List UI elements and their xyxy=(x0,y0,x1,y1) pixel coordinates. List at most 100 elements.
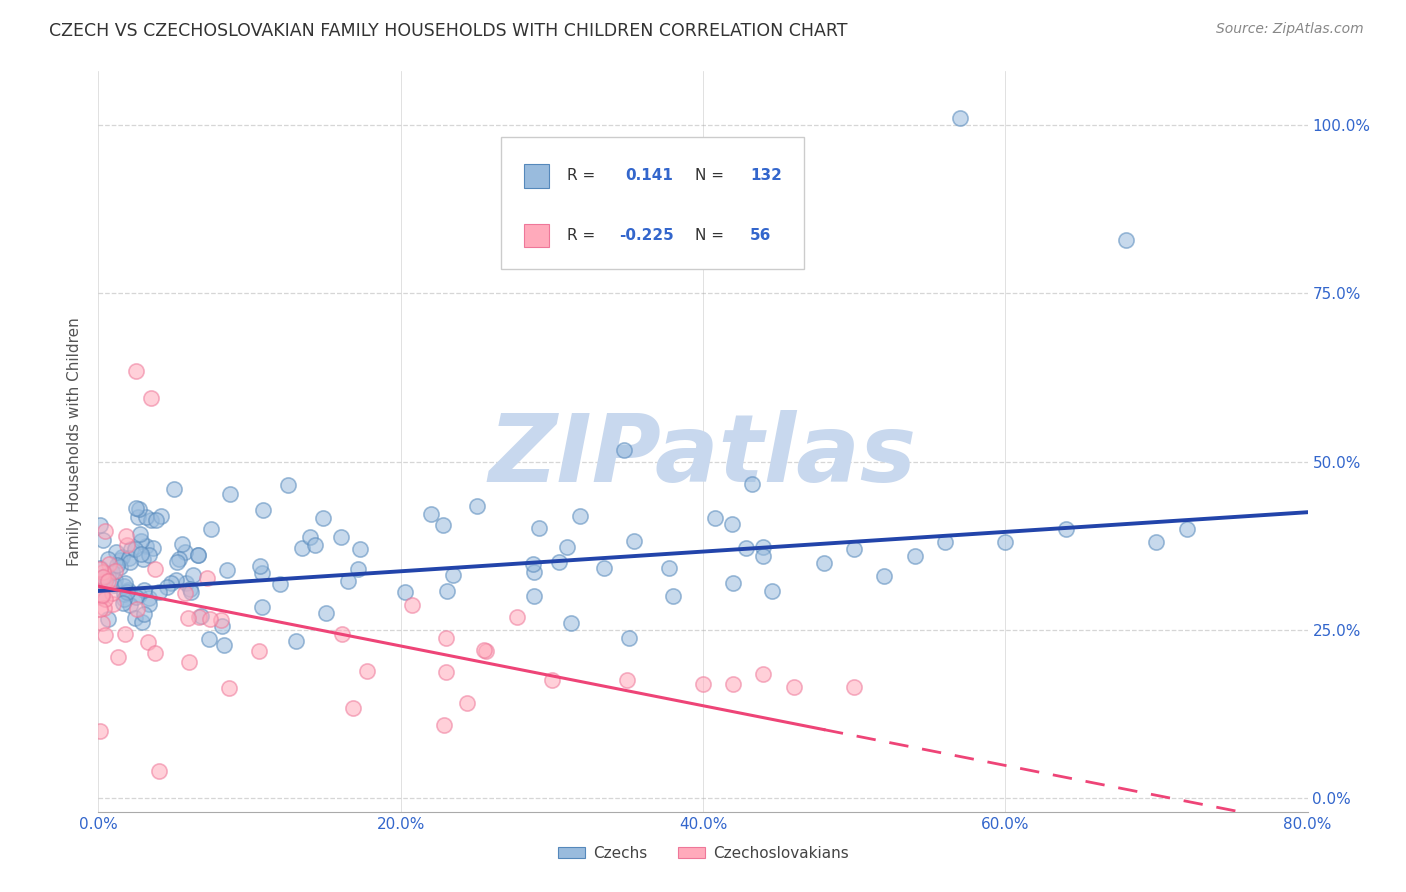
Point xyxy=(91,589,114,603)
Point xyxy=(269,577,291,591)
Point xyxy=(540,673,562,688)
Point xyxy=(436,583,458,598)
Point xyxy=(873,569,896,583)
Point xyxy=(136,635,159,649)
Point xyxy=(143,562,166,576)
Point xyxy=(173,545,195,559)
Point xyxy=(394,584,416,599)
Point xyxy=(616,673,638,688)
Point xyxy=(475,643,498,657)
Point xyxy=(174,586,197,600)
Point xyxy=(617,631,640,645)
Point xyxy=(277,478,299,492)
Point xyxy=(250,566,273,581)
Point xyxy=(658,560,681,574)
Point xyxy=(118,551,141,566)
Point xyxy=(90,590,112,604)
Point xyxy=(91,533,114,547)
Point xyxy=(569,508,592,523)
Point xyxy=(141,391,163,405)
Point xyxy=(1054,522,1077,536)
Point xyxy=(91,566,114,580)
Point xyxy=(949,112,972,126)
Point xyxy=(104,573,127,587)
Text: N =: N = xyxy=(695,169,728,184)
Text: R =: R = xyxy=(567,227,600,243)
Text: Source: ZipAtlas.com: Source: ZipAtlas.com xyxy=(1216,22,1364,37)
Point xyxy=(127,510,149,524)
Text: N =: N = xyxy=(695,227,728,243)
Point xyxy=(330,530,353,544)
Point xyxy=(91,588,114,602)
Point xyxy=(120,598,142,612)
Point xyxy=(209,613,232,627)
Point xyxy=(593,561,616,575)
Text: R =: R = xyxy=(567,169,600,184)
Point xyxy=(522,557,544,571)
Point xyxy=(215,562,238,576)
Point xyxy=(720,516,742,531)
Point xyxy=(434,665,457,679)
Point xyxy=(138,591,160,605)
Point xyxy=(904,549,927,563)
Point xyxy=(198,632,221,646)
Point xyxy=(135,539,157,553)
Point xyxy=(94,574,117,588)
Point xyxy=(555,540,578,554)
Point xyxy=(813,556,835,570)
Point xyxy=(443,567,465,582)
Point xyxy=(111,596,134,610)
Point xyxy=(131,533,153,548)
Point xyxy=(692,677,714,691)
Point xyxy=(467,499,489,513)
Point xyxy=(112,579,135,593)
Point xyxy=(93,601,115,615)
Point xyxy=(91,615,114,630)
Point xyxy=(128,502,150,516)
Text: ZIPatlas: ZIPatlas xyxy=(489,410,917,502)
Point xyxy=(101,585,124,599)
Point xyxy=(560,616,582,631)
Point xyxy=(174,576,197,591)
Point xyxy=(139,512,162,526)
Point xyxy=(120,541,142,556)
Point xyxy=(356,664,378,678)
Point xyxy=(138,548,160,562)
Point xyxy=(187,548,209,562)
Point xyxy=(249,559,271,574)
Point xyxy=(472,643,495,657)
Point xyxy=(162,482,184,496)
Point xyxy=(103,597,125,611)
Text: -0.225: -0.225 xyxy=(619,227,673,243)
Point xyxy=(336,574,359,589)
Point xyxy=(188,609,211,624)
Point xyxy=(179,582,201,596)
Point xyxy=(148,764,170,779)
Point xyxy=(434,631,457,645)
Point xyxy=(103,578,125,592)
Point xyxy=(181,567,204,582)
Point xyxy=(200,522,222,536)
Point xyxy=(156,580,179,594)
Point xyxy=(145,513,167,527)
Point xyxy=(96,574,118,588)
Point xyxy=(177,611,200,625)
Point xyxy=(141,541,163,555)
Point xyxy=(124,611,146,625)
Point xyxy=(349,541,371,556)
Point xyxy=(107,649,129,664)
Point xyxy=(783,680,806,694)
Point xyxy=(723,677,745,691)
Point xyxy=(218,487,240,501)
Point xyxy=(115,529,138,543)
Point xyxy=(218,681,240,695)
Point xyxy=(347,562,370,576)
Point xyxy=(187,548,209,562)
Point xyxy=(149,509,172,524)
Text: 132: 132 xyxy=(749,169,782,184)
Point xyxy=(523,589,546,603)
Point xyxy=(112,592,135,607)
Point xyxy=(312,510,335,524)
Point xyxy=(98,557,121,571)
Point xyxy=(93,628,115,642)
